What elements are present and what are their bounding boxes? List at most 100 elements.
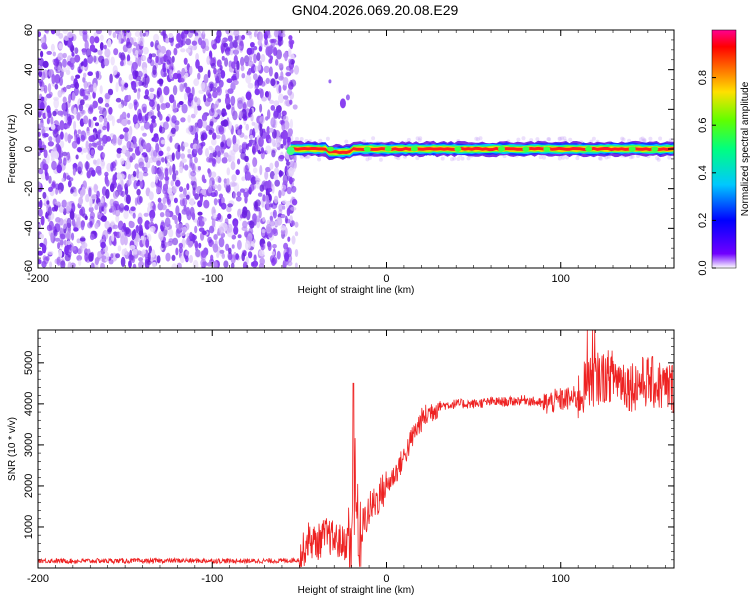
noise-dot bbox=[180, 117, 186, 123]
band-haze bbox=[604, 155, 609, 160]
noise-dot bbox=[169, 69, 174, 80]
noise-dot bbox=[52, 51, 56, 57]
noise-dot bbox=[194, 132, 199, 141]
noise-dot bbox=[126, 60, 133, 66]
noise-dot bbox=[53, 96, 59, 101]
noise-dot bbox=[283, 260, 289, 266]
noise-dot bbox=[222, 119, 229, 127]
snr-frame bbox=[37, 329, 675, 569]
noise-dot bbox=[70, 75, 75, 81]
noise-dot bbox=[143, 95, 149, 100]
noise-dot bbox=[88, 252, 94, 262]
band-haze bbox=[450, 157, 454, 162]
band-haze bbox=[367, 156, 372, 161]
noise-dot bbox=[278, 93, 284, 104]
noise-dot bbox=[157, 197, 162, 203]
noise-dot bbox=[60, 260, 66, 268]
noise-dot bbox=[199, 193, 203, 204]
noise-dot bbox=[232, 49, 240, 55]
noise-dot bbox=[206, 262, 213, 267]
noise-dot bbox=[124, 249, 128, 256]
noise-dot bbox=[165, 116, 170, 122]
noise-dot bbox=[175, 149, 181, 160]
noise-dot bbox=[123, 235, 128, 246]
noise-dot bbox=[218, 237, 225, 248]
noise-dot bbox=[269, 127, 274, 133]
spectrogram-ytick-label: -20 bbox=[23, 181, 35, 197]
noise-dot bbox=[278, 203, 284, 212]
noise-dot bbox=[194, 156, 198, 164]
noise-dot bbox=[182, 82, 186, 89]
band-haze bbox=[371, 136, 376, 141]
band-haze bbox=[598, 156, 603, 161]
noise-dot bbox=[132, 114, 138, 125]
noise-dot bbox=[149, 225, 156, 233]
band-node bbox=[651, 146, 659, 152]
noise-dot bbox=[151, 249, 156, 258]
noise-dot bbox=[48, 91, 53, 98]
noise-dot bbox=[219, 249, 225, 254]
spectrogram-ytick-label: -60 bbox=[23, 260, 35, 276]
noise-dot bbox=[38, 131, 41, 137]
band-haze bbox=[535, 137, 540, 142]
noise-dot bbox=[56, 256, 61, 266]
noise-dot bbox=[244, 135, 248, 140]
noise-dot bbox=[67, 180, 72, 188]
noise-dot bbox=[59, 76, 63, 86]
noise-dot bbox=[190, 113, 196, 119]
noise-dot bbox=[71, 140, 78, 149]
band-haze bbox=[466, 156, 471, 161]
noise-dot bbox=[133, 180, 138, 190]
noise-dot bbox=[107, 114, 114, 121]
noise-dot bbox=[88, 135, 94, 142]
noise-dot bbox=[50, 232, 54, 243]
noise-dot bbox=[73, 120, 77, 131]
noise-dot bbox=[294, 221, 299, 228]
noise-dot bbox=[40, 215, 45, 226]
noise-dot bbox=[144, 154, 149, 163]
noise-dot bbox=[59, 120, 65, 131]
noise-dot bbox=[168, 228, 174, 238]
noise-dot bbox=[150, 115, 157, 120]
noise-dot bbox=[217, 184, 222, 192]
noise-dot bbox=[175, 205, 180, 216]
noise-dot bbox=[121, 119, 128, 126]
noise-dot bbox=[65, 69, 71, 76]
noise-dot bbox=[133, 99, 138, 106]
noise-dot bbox=[265, 77, 270, 84]
noise-dot bbox=[171, 55, 175, 63]
noise-dot bbox=[63, 157, 67, 166]
noise-dot bbox=[38, 122, 45, 130]
noise-dot bbox=[94, 204, 99, 211]
noise-dot bbox=[190, 170, 197, 177]
noise-dot bbox=[255, 206, 261, 212]
noise-dot bbox=[249, 183, 255, 192]
noise-dot bbox=[134, 31, 141, 37]
noise-dot bbox=[148, 245, 152, 254]
noise-dot bbox=[143, 121, 151, 130]
noise-dot bbox=[220, 141, 225, 148]
noise-dot bbox=[145, 161, 151, 169]
snr-ylabel: SNR (10 * v/v) bbox=[7, 417, 18, 481]
noise-dot bbox=[226, 167, 231, 176]
noise-dot bbox=[209, 83, 214, 89]
noise-dot bbox=[143, 212, 149, 217]
noise-dot bbox=[232, 143, 239, 153]
noise-dot bbox=[47, 141, 55, 147]
noise-dot bbox=[98, 116, 103, 123]
noise-dot bbox=[88, 118, 92, 128]
noise-dot bbox=[162, 121, 169, 130]
noise-dot bbox=[203, 199, 210, 209]
band-haze bbox=[406, 137, 411, 142]
noise-dot bbox=[231, 61, 236, 69]
noise-dot bbox=[169, 165, 172, 176]
noise-dot bbox=[159, 212, 165, 218]
noise-dot bbox=[260, 243, 265, 251]
band-haze bbox=[538, 155, 543, 160]
noise-dot bbox=[45, 30, 50, 35]
noise-dot bbox=[85, 194, 90, 203]
noise-dot bbox=[231, 244, 235, 249]
noise-dot bbox=[274, 179, 281, 187]
noise-dot bbox=[128, 178, 132, 185]
